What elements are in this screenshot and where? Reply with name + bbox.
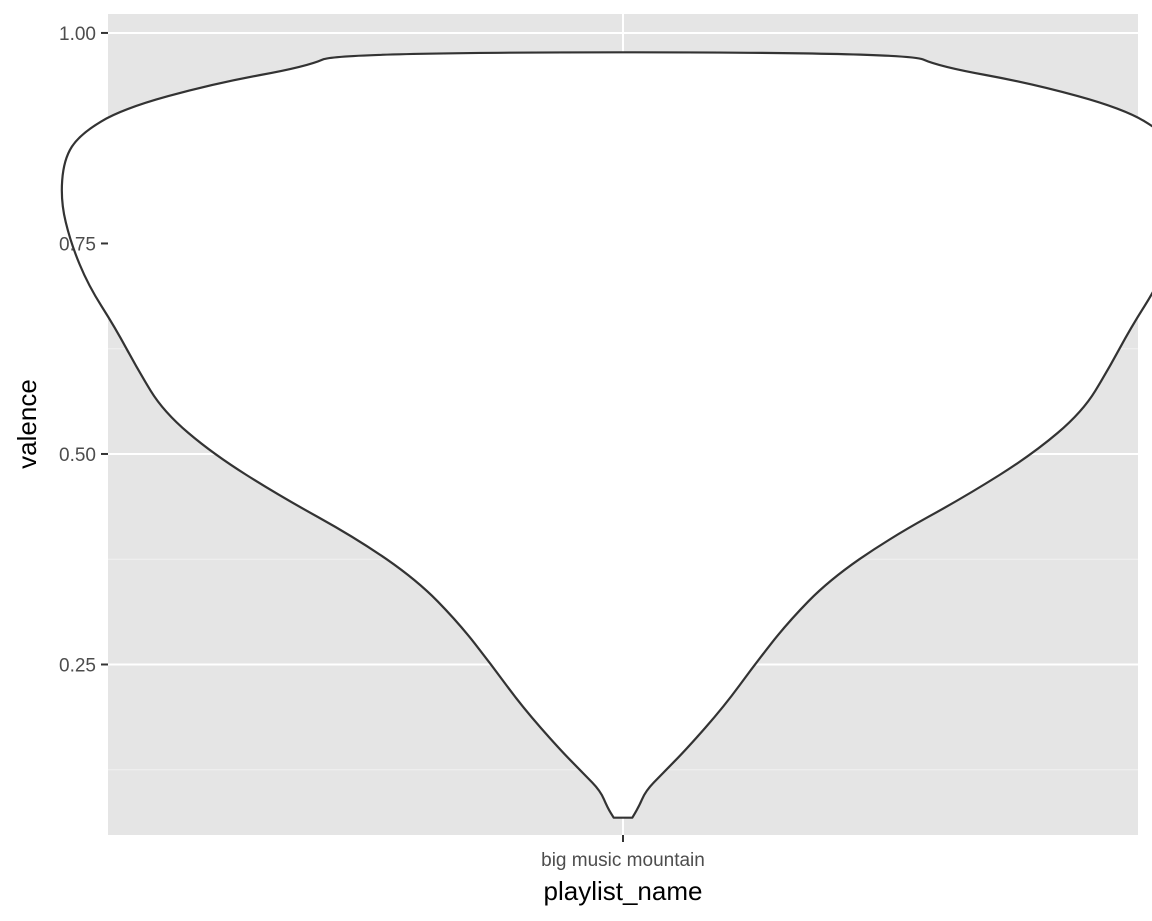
x-tick-label: big music mountain [541, 850, 705, 871]
x-axis: big music mountain [541, 835, 705, 871]
y-tick-label: 1.00 [59, 24, 96, 45]
violin-layer [60, 51, 1152, 819]
y-tick-label: 0.50 [59, 445, 96, 466]
y-axis: 0.25 0.50 0.75 1.00 [59, 24, 108, 676]
x-axis-title: playlist_name [544, 876, 703, 906]
y-tick-label: 0.75 [59, 234, 96, 255]
violin-shape [60, 51, 1152, 819]
y-axis-title: valence [12, 379, 42, 469]
y-tick-label: 0.25 [59, 655, 96, 676]
